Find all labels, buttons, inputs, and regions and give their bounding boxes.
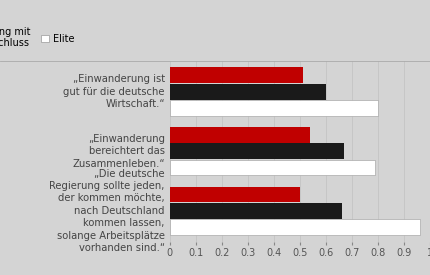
Text: „Einwanderung ist
gut für die deutsche
Wirtschaft.“: „Einwanderung ist gut für die deutsche W… <box>63 74 165 109</box>
Bar <box>170 187 300 202</box>
Bar <box>170 160 375 175</box>
Bar <box>170 127 310 143</box>
Bar <box>170 143 344 159</box>
Bar <box>170 203 341 219</box>
Bar <box>170 219 420 235</box>
Bar <box>170 100 378 116</box>
Text: „Die deutsche
Regierung sollte jeden,
der kommen möchte,
nach Deutschland
kommen: „Die deutsche Regierung sollte jeden, de… <box>49 169 165 253</box>
Bar <box>170 84 326 100</box>
Text: „Einwanderung
bereichtert das
Zusammenleben.“: „Einwanderung bereichtert das Zusammenle… <box>72 134 165 169</box>
Legend: allgemeine
Bevölkerung, allgemeine Bevölkerung mit
tertiären Bildungsabschluss, : allgemeine Bevölkerung, allgemeine Bevöl… <box>0 27 75 48</box>
Bar <box>170 67 303 83</box>
